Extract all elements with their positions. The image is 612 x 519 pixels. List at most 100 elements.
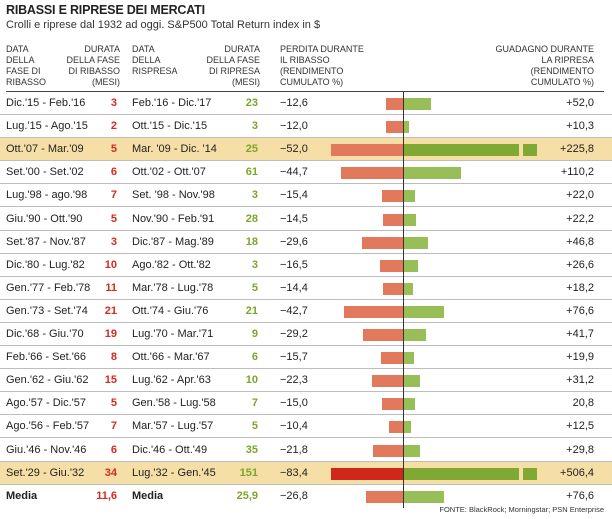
table-row: Ago.'56 - Feb.'57 7 Mar.'57 - Lug.'57 5 −10,… (0, 415, 612, 439)
header-duration-recovery: DURATA DELLA FASE DI RIPRESA (MESI) (206, 44, 260, 87)
decline-period: Feb.'66 - Set.'66 (6, 351, 87, 364)
gain-value: +506,4 (560, 466, 594, 479)
table-row: Giu.'46 - Nov.'46 6 Dic.'46 - Ott.'49 35 −21… (0, 439, 612, 462)
recovery-duration: 5 (251, 281, 258, 294)
gain-bar (404, 236, 429, 249)
decline-duration: 3 (110, 235, 117, 248)
decline-period: Media (6, 489, 38, 502)
recovery-period: Ott.'02 - Ott.'07 (132, 166, 206, 179)
loss-value: −52,0 (280, 143, 308, 156)
decline-duration: 10 (104, 258, 117, 271)
recovery-duration: 7 (251, 397, 258, 410)
loss-bar (372, 444, 403, 457)
loss-bar (381, 352, 403, 365)
decline-period: Dic.'68 - Giu.'70 (6, 328, 84, 340)
gain-value: +76,6 (566, 304, 594, 317)
table-row: Gen.'73 - Set.'74 21 Ott.'74 - Giu.'76 21 −4… (0, 300, 612, 323)
loss-bar (341, 167, 403, 180)
recovery-duration: 18 (245, 235, 258, 248)
recovery-duration: 10 (245, 374, 258, 387)
recovery-period: Ago.'82 - Ott.'82 (132, 258, 211, 271)
decline-duration: 7 (110, 189, 117, 202)
chart-subtitle: Crolli e riprese dal 1932 ad oggi. S&P50… (6, 19, 321, 31)
loss-value: −10,4 (280, 420, 308, 433)
loss-bar (381, 190, 403, 203)
decline-duration: 21 (104, 304, 117, 317)
gain-bar-extension (523, 467, 537, 480)
table-row: Dic.'80 - Lug.'82 10 Ago.'82 - Ott.'82 3 −16… (0, 254, 612, 277)
gain-bar (404, 282, 414, 295)
decline-duration: 8 (110, 351, 117, 364)
loss-value: −15,7 (280, 351, 308, 364)
table-row: Dic.'15 - Feb.'16 3 Feb.'16 - Dic.'17 23 −12… (0, 92, 612, 116)
recovery-duration: 3 (251, 258, 258, 271)
loss-bar (344, 305, 403, 318)
recovery-duration: 9 (251, 328, 258, 340)
header-dates-recovery: DATA DELLA RISPRESA (132, 44, 178, 76)
gain-value: +22,0 (566, 189, 594, 202)
table-row: Ago.'57 - Dic.'57 5 Gen.'58 - Lug.'58 7 −15,… (0, 392, 612, 416)
table-row: Lug.'15 - Ago.'15 2 Ott.'15 - Dic.'15 3 −12,… (0, 115, 612, 139)
decline-duration: 2 (110, 120, 117, 133)
gain-bar (404, 190, 416, 203)
decline-duration: 19 (104, 328, 117, 340)
loss-value: −12,0 (280, 120, 308, 133)
table-row: Giu.'90 - Ott.'90 5 Nov.'90 - Feb.'91 28 −14… (0, 208, 612, 231)
table-row: Dic.'68 - Giu.'70 19 Lug.'70 - Mar.'71 9 −29… (0, 323, 612, 347)
decline-period: Set.'29 - Giu.'32 (6, 466, 85, 479)
gain-bar (404, 144, 519, 157)
table-row: Ott.'07 - Mar.'09 5 Mar. '09 - Dic. '14 25 −… (0, 138, 612, 162)
gain-value: +225,8 (560, 143, 594, 156)
recovery-period: Mar.'57 - Lug.'57 (132, 420, 214, 433)
decline-period: Gen.'77 - Feb.'78 (6, 281, 91, 294)
loss-bar (331, 144, 403, 157)
recovery-period: Ott.'66 - Mar.'67 (132, 351, 210, 364)
gain-bar (404, 467, 519, 480)
loss-value: −29,2 (280, 328, 308, 340)
recovery-period: Set. '98 - Nov.'98 (132, 189, 215, 202)
gain-bar (404, 213, 416, 226)
gain-value: +110,2 (560, 166, 594, 179)
recovery-period: Mar.'78 - Lug.'78 (132, 281, 214, 294)
gain-value: 20,8 (572, 397, 594, 410)
decline-duration: 15 (104, 374, 117, 387)
header-dates-decline: DATA DELLA FASE DI RIBASSO (6, 44, 47, 87)
loss-value: −16,5 (280, 258, 308, 271)
recovery-period: Ott.'15 - Dic.'15 (132, 120, 208, 133)
loss-bar (380, 259, 403, 272)
decline-period: Giu.'90 - Ott.'90 (6, 212, 83, 225)
table-row: Set.'00 - Set.'02 6 Ott.'02 - Ott.'07 61 −44… (0, 161, 612, 185)
loss-bar (331, 467, 403, 480)
gain-value: +12,5 (566, 420, 594, 433)
decline-period: Ago.'56 - Feb.'57 (6, 420, 90, 433)
gain-bar (404, 98, 432, 110)
header-gain: GUADAGNO DURANTE LA RIPRESA (RENDIMENTO … (495, 44, 594, 87)
decline-duration: 5 (110, 212, 117, 225)
gain-bar (404, 305, 444, 318)
recovery-period: Gen.'58 - Lug.'58 (132, 397, 216, 410)
recovery-period: Ott.'74 - Giu.'76 (132, 304, 209, 317)
recovery-duration: 21 (245, 304, 258, 317)
gain-value: +26,6 (566, 258, 594, 271)
decline-duration: 5 (110, 397, 117, 410)
recovery-duration: 3 (251, 189, 258, 202)
gain-value: +10,3 (566, 120, 594, 133)
decline-period: Ago.'57 - Dic.'57 (6, 397, 87, 410)
loss-value: −14,5 (280, 212, 308, 225)
recovery-duration: 35 (245, 443, 258, 456)
gain-value: +18,2 (566, 281, 594, 294)
decline-period: Gen.'73 - Set.'74 (6, 304, 88, 317)
decline-period: Lug.'98 - ago.'98 (6, 189, 88, 202)
table-row: Gen.'62 - Giu.'62 15 Lug.'62 - Apr.'63 10 −2… (0, 369, 612, 393)
decline-period: Dic.'80 - Lug.'82 (6, 258, 85, 271)
source-note: FONTE: BlackRock; Morningstar; PSN Enter… (439, 505, 604, 514)
recovery-duration: 23 (245, 97, 258, 109)
recovery-duration: 28 (245, 212, 258, 225)
loss-value: −21,8 (280, 443, 308, 456)
gain-value: +52,0 (566, 97, 594, 109)
loss-value: −15,0 (280, 397, 308, 410)
loss-bar (366, 490, 403, 503)
table-row: Feb.'66 - Set.'66 8 Ott.'66 - Mar.'67 6 −15,… (0, 346, 612, 370)
recovery-period: Nov.'90 - Feb.'91 (132, 212, 215, 225)
decline-duration: 11 (105, 281, 117, 294)
